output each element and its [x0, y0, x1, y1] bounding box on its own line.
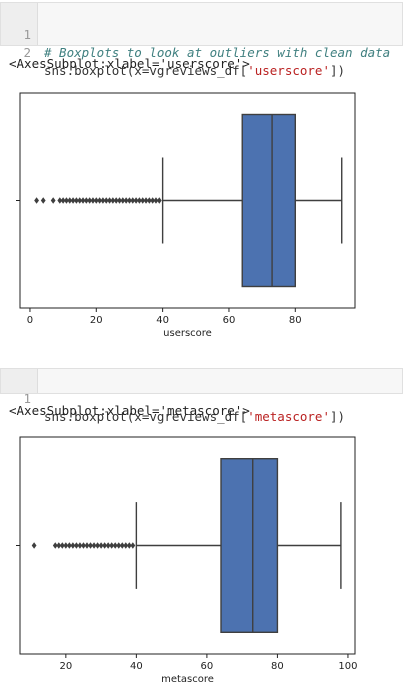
outlier-point	[87, 197, 93, 204]
x-tick-label: 40	[156, 315, 169, 326]
outlier-point	[102, 542, 108, 549]
x-tick-label: 20	[59, 661, 72, 672]
outlier-point	[52, 542, 58, 549]
outlier-point	[34, 197, 39, 204]
outlier-point	[40, 197, 46, 204]
outlier-point	[126, 542, 132, 549]
outlier-point	[83, 197, 89, 204]
x-tick-label: 60	[201, 661, 214, 672]
outlier-point	[113, 197, 119, 204]
line-number-gutter	[1, 369, 38, 393]
code-cell-2[interactable]: 1 sns.boxplot(x=vgreviews_df['metascore'…	[0, 368, 403, 424]
outlier-point	[88, 542, 93, 549]
outlier-point	[109, 542, 115, 549]
cell-output-text: <AxesSubplot:xlabel='userscore'>	[9, 56, 250, 71]
x-tick-label: 20	[90, 315, 103, 326]
outlier-point	[77, 542, 83, 549]
iqr-box	[241, 113, 296, 288]
metascore-boxplot: 20 40 60 80 100 metascore	[16, 436, 357, 685]
outlier-point	[59, 542, 65, 549]
x-axis-label: metascore	[161, 674, 214, 685]
x-tick-label: 0	[27, 315, 33, 326]
outlier-point	[156, 197, 162, 204]
line-number: 1	[23, 27, 31, 42]
outlier-point	[56, 542, 62, 549]
outlier-point	[98, 542, 104, 549]
x-tick-label: 80	[271, 661, 284, 672]
outlier-point	[74, 542, 79, 549]
line-number: 1	[23, 391, 31, 406]
outlier-point	[130, 542, 136, 549]
outlier-point	[81, 542, 86, 549]
code-cell-1[interactable]: 1 # Boxplots to look at outliers with cl…	[0, 2, 403, 78]
outlier-point	[90, 197, 96, 204]
x-tick-label: 40	[130, 661, 143, 672]
outlier-point	[95, 542, 100, 549]
outlier-point	[112, 542, 118, 549]
line-number: 2	[23, 45, 31, 60]
outlier-point	[105, 542, 111, 549]
outlier-point	[31, 542, 37, 549]
outlier-point	[70, 542, 76, 549]
userscore-boxplot: 0 20 40 60 80 userscore	[16, 92, 356, 339]
x-tick-label: 60	[223, 315, 236, 326]
x-axis-label: userscore	[163, 328, 212, 339]
outlier-point	[123, 542, 129, 549]
code-comment: # Boxplots to look at outliers with clea…	[44, 45, 391, 60]
outlier-point	[117, 197, 122, 204]
code-line-1[interactable]: 1 # Boxplots to look at outliers with cl…	[1, 8, 390, 60]
x-tick-label: 80	[289, 315, 302, 326]
code-text: sns.boxplot(x=vgreviews_df['metascore'])	[44, 409, 346, 424]
line-number-gutter	[1, 3, 38, 45]
outlier-point	[84, 542, 90, 549]
outlier-point	[50, 197, 56, 204]
outlier-point	[116, 542, 122, 549]
code-line-2[interactable]: 2 sns.boxplot(x=vgreviews_df['userscore'…	[1, 26, 345, 78]
outlier-point	[63, 542, 69, 549]
code-text: sns.boxplot(x=vgreviews_df['userscore'])	[44, 63, 346, 78]
outlier-point	[91, 542, 97, 549]
code-line-1[interactable]: 1 sns.boxplot(x=vgreviews_df['metascore'…	[1, 372, 345, 424]
x-tick-label: 100	[338, 661, 357, 672]
outlier-point	[66, 542, 72, 549]
outlier-point	[119, 542, 125, 549]
iqr-box	[220, 458, 279, 634]
cell-output-text: <AxesSubplot:xlabel='metascore'>	[9, 403, 250, 418]
